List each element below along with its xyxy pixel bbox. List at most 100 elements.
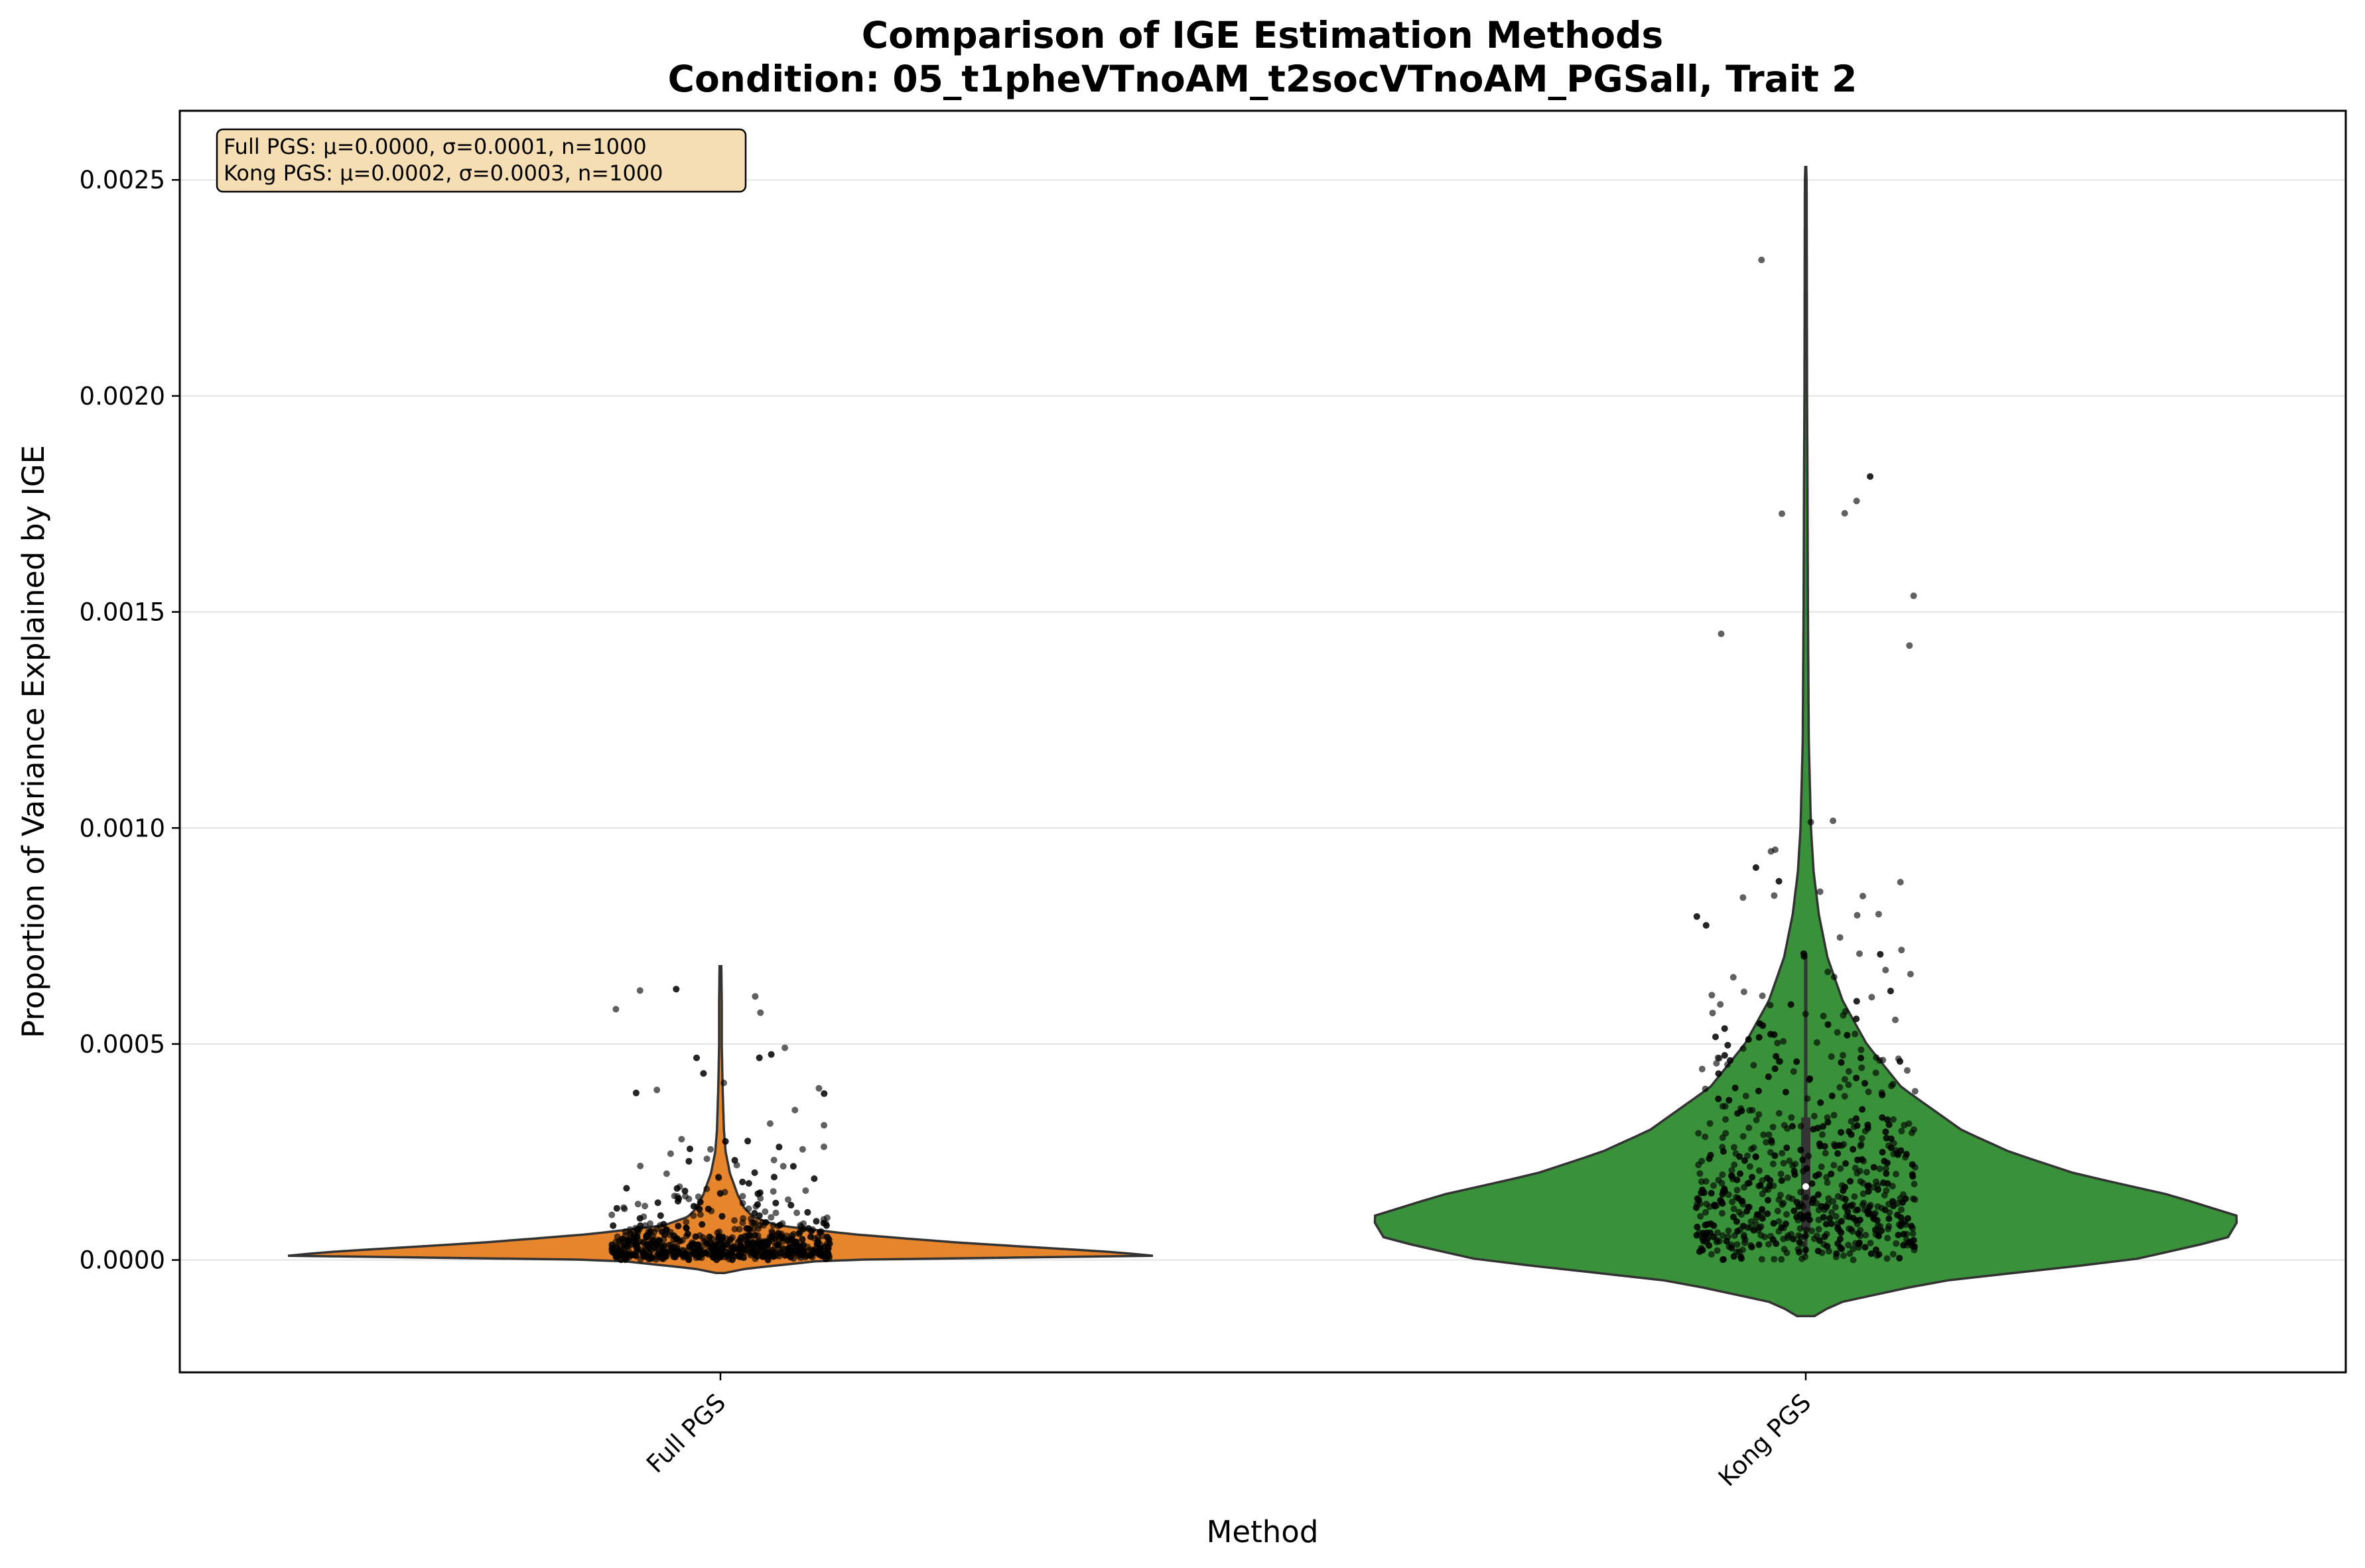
data-point [1782, 1088, 1789, 1096]
data-point [1861, 1244, 1869, 1251]
data-point [1911, 1196, 1919, 1203]
data-point [1765, 1073, 1772, 1080]
data-point [654, 1199, 661, 1207]
data-point [1845, 1242, 1852, 1249]
data-point [1694, 1195, 1701, 1202]
data-point [1875, 1232, 1882, 1239]
jitter-points [608, 256, 1919, 1264]
data-point [1859, 1190, 1867, 1197]
data-point [757, 1009, 764, 1016]
data-point [1795, 1232, 1802, 1239]
data-point [1859, 1201, 1866, 1209]
data-point [636, 987, 643, 994]
data-point [685, 1256, 693, 1264]
data-point [785, 1196, 791, 1203]
data-point [1832, 1204, 1839, 1210]
data-point [1739, 1045, 1747, 1052]
data-point [1828, 1170, 1835, 1177]
data-point [745, 1180, 752, 1187]
data-point [1863, 1169, 1870, 1176]
data-point [630, 1235, 638, 1242]
data-point [1773, 1053, 1780, 1060]
data-point [683, 1224, 690, 1232]
data-point [1742, 1092, 1749, 1100]
data-point [1879, 1114, 1886, 1121]
data-point [768, 1214, 775, 1221]
data-point [1848, 1202, 1855, 1209]
data-point [799, 1236, 806, 1243]
data-point [1879, 1149, 1886, 1156]
data-point [1849, 1228, 1856, 1235]
data-point [1800, 950, 1807, 957]
data-point [1779, 1149, 1786, 1157]
y-tick-label: 0.0020 [80, 382, 165, 411]
data-point [1711, 1201, 1718, 1209]
data-point [1706, 1242, 1713, 1249]
data-point [1818, 1203, 1825, 1210]
data-point [612, 1253, 620, 1260]
data-point [1895, 1232, 1902, 1238]
data-point [717, 1240, 724, 1247]
data-point [756, 1054, 763, 1061]
data-point [1738, 1107, 1745, 1114]
data-point [632, 1243, 640, 1250]
data-point [1798, 1255, 1806, 1262]
data-point [1808, 1180, 1816, 1187]
data-point [1896, 1254, 1903, 1262]
data-point [705, 1205, 712, 1212]
data-point [715, 1233, 722, 1240]
data-point [1733, 1187, 1741, 1194]
data-point [1865, 1182, 1872, 1189]
data-point [1783, 1144, 1791, 1151]
data-point [1858, 1046, 1865, 1053]
data-point [1757, 1223, 1765, 1230]
data-point [1850, 1246, 1857, 1253]
data-point [1780, 1159, 1787, 1167]
data-point [768, 1233, 776, 1240]
data-point [1807, 818, 1814, 826]
data-point [642, 1222, 649, 1229]
data-point [811, 1175, 818, 1182]
data-point [1805, 1153, 1812, 1159]
data-point [1858, 1135, 1865, 1142]
data-point [692, 1233, 699, 1240]
data-point [817, 1228, 823, 1236]
data-point [1887, 988, 1894, 995]
data-point [1774, 1207, 1781, 1214]
data-point [1775, 1196, 1783, 1203]
data-point [1840, 1187, 1847, 1194]
data-point [683, 1218, 690, 1226]
data-point [1765, 1240, 1772, 1248]
data-point [1775, 1218, 1783, 1225]
data-point [634, 1201, 642, 1208]
data-point [1821, 1233, 1828, 1240]
data-point [1749, 1173, 1756, 1181]
data-point [1846, 1213, 1853, 1220]
data-point [1900, 1242, 1907, 1249]
data-point [1814, 1248, 1822, 1255]
data-point [1765, 1197, 1771, 1204]
data-point [1904, 1067, 1911, 1074]
data-point [821, 1090, 828, 1097]
data-point [1804, 1095, 1811, 1102]
data-point [714, 1173, 722, 1181]
data-point [804, 1209, 811, 1216]
data-point [1739, 1222, 1747, 1230]
data-point [738, 1234, 745, 1241]
data-point [1816, 1142, 1824, 1149]
stats-box: Full PGS: μ=0.0000, σ=0.0001, n=1000 Kon… [216, 128, 747, 193]
data-point [786, 1244, 793, 1251]
data-point [1842, 1196, 1849, 1203]
data-point [1875, 911, 1882, 918]
data-point [1801, 1233, 1808, 1240]
data-point [1824, 1179, 1831, 1186]
data-point [1708, 992, 1716, 999]
data-point [1889, 1183, 1896, 1190]
data-point [619, 1235, 626, 1242]
data-point [1766, 1182, 1773, 1189]
data-point [1717, 1001, 1724, 1008]
data-point [1847, 1177, 1854, 1185]
data-point [1757, 1232, 1765, 1239]
data-point [1802, 1194, 1809, 1201]
data-point [1877, 950, 1884, 958]
